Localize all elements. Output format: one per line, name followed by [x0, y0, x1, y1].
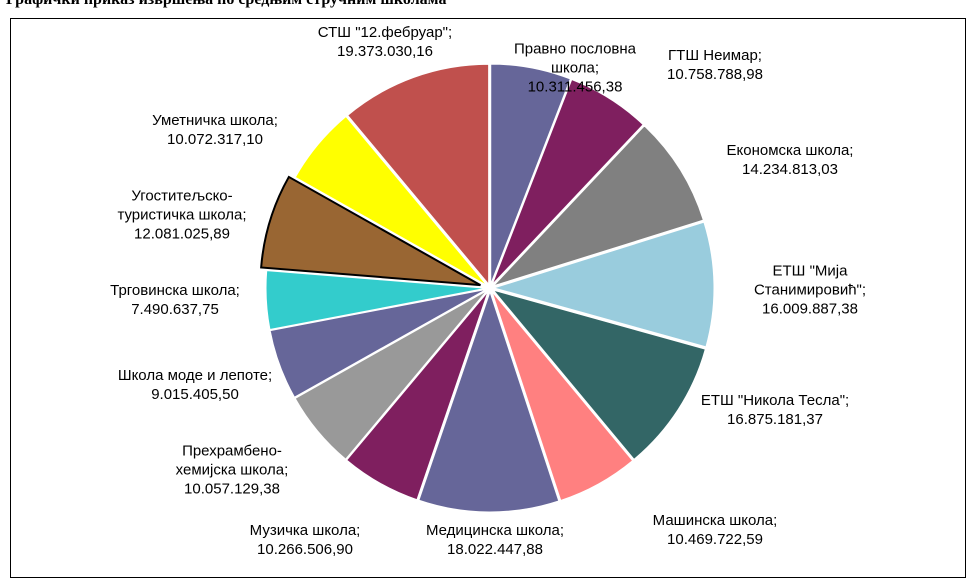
pie-slice: [294, 290, 488, 460]
category-label: Прехрамбено-хемијска школа;: [175, 442, 289, 479]
category-label: Уметничка школа;: [152, 112, 278, 129]
value-label: 19.373.030,16: [337, 43, 433, 60]
pie-slice: [492, 221, 715, 348]
value-label: 10.072.317,10: [167, 131, 263, 148]
category-label: Угоститељско-туристичка школа;: [117, 187, 247, 224]
data-label: Економска школа; 14.234.813,03: [710, 141, 870, 179]
pie-slice: [491, 78, 644, 285]
pie-slice: [346, 63, 490, 286]
pie-slice: [418, 290, 560, 513]
category-label: Економска школа;: [726, 142, 854, 159]
data-label: Уметничка школа; 10.072.317,10: [135, 111, 295, 149]
category-label: Школа моде и лепоте;: [117, 367, 273, 384]
pie-slice: [269, 288, 487, 398]
data-label: СТШ "12.фебруар"; 19.373.030,16: [305, 23, 465, 61]
chart-title: Графички приказ извршења по средњим стру…: [6, 0, 446, 9]
value-label: 16.875.181,37: [727, 411, 823, 428]
data-label: Музичка школа; 10.266.506,90: [225, 521, 385, 559]
pie-slice: [491, 289, 706, 461]
data-label: ГТШ Неимар; 10.758.788,98: [635, 46, 795, 84]
data-label: ЕТШ "Мија Станимировић"; 16.009.887,38: [730, 262, 890, 319]
value-label: 18.022.447,88: [447, 541, 543, 558]
value-label: 10.057.129,38: [184, 480, 280, 498]
value-label: 10.266.506,90: [257, 541, 353, 558]
pie-slice: [265, 270, 487, 331]
value-label: 7.490.637,75: [131, 301, 219, 318]
data-label: Медицинска школа; 18.022.447,88: [415, 521, 575, 559]
value-label: 10.469.722,59: [667, 531, 763, 548]
pie-slice: [294, 115, 488, 286]
category-label: СТШ "12.фебруар";: [317, 24, 453, 41]
data-label: ЕТШ "Никола Тесла"; 16.875.181,37: [695, 391, 855, 429]
data-label: Правно пословна школа; 10.311.456,38: [495, 40, 655, 97]
value-label: 14.234.813,03: [742, 161, 838, 178]
value-label: 9.015.405,50: [151, 386, 239, 403]
data-label: Трговинска школа; 7.490.637,75: [95, 281, 255, 319]
data-label: Школа моде и лепоте; 9.015.405,50: [115, 366, 275, 404]
category-label: Трговинска школа;: [110, 282, 240, 299]
data-label: Угоститељско-туристичка школа; 12.081.025…: [102, 187, 262, 244]
value-label: 10.758.788,98: [667, 66, 763, 83]
pie-slice: [491, 291, 634, 502]
category-label: ЕТШ "Мија Станимировић";: [753, 262, 867, 299]
pie-slice: [346, 291, 489, 501]
category-label: Медицинска школа;: [425, 522, 564, 539]
value-label: 10.311.456,38: [527, 78, 623, 96]
data-label: Прехрамбено-хемијска школа; 10.057.129,38: [152, 442, 312, 499]
value-label: 16.009.887,38: [762, 300, 858, 318]
category-label: Машинска школа;: [652, 512, 778, 529]
category-label: Музичка школа;: [249, 522, 361, 539]
value-label: 12.081.025,89: [134, 225, 230, 243]
pie-slice: [490, 63, 571, 285]
pie-slice: [491, 125, 704, 287]
category-label: ГТШ Неимар;: [668, 47, 762, 64]
category-label: ЕТШ "Никола Тесла";: [700, 392, 850, 409]
pie-slice: [260, 175, 481, 287]
category-label: Правно пословна школа;: [513, 40, 637, 77]
data-label: Машинска школа; 10.469.722,59: [635, 511, 795, 549]
